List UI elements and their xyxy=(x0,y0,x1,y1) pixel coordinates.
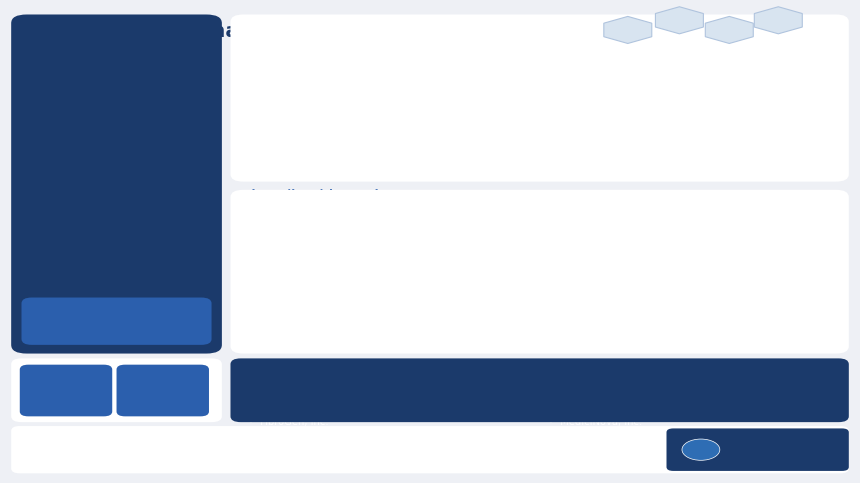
Text: Web: www.researchnester.com  |  Mob: +1 646 586 9123  |  info@researchnester.com: Web: www.researchnester.com | Mob: +1 64… xyxy=(18,440,389,449)
Text: ■ Latin America: ■ Latin America xyxy=(648,299,716,308)
Text: ■ Hospitals &
clinics: ■ Hospitals & clinics xyxy=(648,68,708,87)
Text: ◦  MediciNova, Inc.: ◦ MediciNova, Inc. xyxy=(549,417,642,427)
Text: 48.1%: 48.1% xyxy=(552,270,592,280)
Text: Connect. Lead. Accomplish.: Connect. Lead. Accomplish. xyxy=(731,455,827,460)
Text: Share (in %) by Region: Share (in %) by Region xyxy=(243,189,396,202)
Wedge shape xyxy=(558,50,627,154)
Wedge shape xyxy=(517,220,585,327)
Text: Market Size: Market Size xyxy=(77,362,156,375)
Text: The global market growth is
expected to rise due to rapidly
increasing cases of : The global market growth is expected to … xyxy=(24,51,178,133)
Text: ■ North America: ■ North America xyxy=(648,214,719,223)
Text: ◦  Cleveland Clinic: ◦ Cleveland Clinic xyxy=(248,385,340,395)
Text: Key Players in the Market: Key Players in the Market xyxy=(444,362,636,375)
Text: Market Overview: Market Overview xyxy=(19,44,137,58)
Wedge shape xyxy=(572,218,617,271)
Text: ◦  FibroGen, Inc.: ◦ FibroGen, Inc. xyxy=(248,417,329,427)
Text: ◦  Novartis: ◦ Novartis xyxy=(549,385,602,395)
Text: ◦  Cipla Inc.: ◦ Cipla Inc. xyxy=(248,401,306,411)
Text: The North America market is expected to capture a
significant share of 48.1% owi: The North America market is expected to … xyxy=(243,206,487,251)
Text: The hospitals & clinics segment is projected to dominate
with a share of 50.6% b: The hospitals & clinics segment is proje… xyxy=(243,43,507,77)
Text: USD
7.9 billion
(2037): USD 7.9 billion (2037) xyxy=(135,373,190,408)
Wedge shape xyxy=(553,217,584,271)
Text: Idiopathic Pulmonary Fibrosis Treatment: Idiopathic Pulmonary Fibrosis Treatment xyxy=(19,22,483,41)
Text: ◦  United Therapeutics: ◦ United Therapeutics xyxy=(549,401,661,411)
Text: Research Nester: Research Nester xyxy=(731,443,828,454)
Text: 50.6%: 50.6% xyxy=(554,98,594,111)
Text: Growth Driver: Growth Driver xyxy=(67,27,166,40)
Wedge shape xyxy=(572,241,627,286)
Wedge shape xyxy=(572,271,625,325)
Text: USD
3.5 billion
(2024): USD 3.5 billion (2024) xyxy=(39,373,94,408)
Text: ■ Europe: ■ Europe xyxy=(648,257,688,266)
Text: Share (in %) Segmented by End Use: Share (in %) Segmented by End Use xyxy=(243,25,482,38)
Text: ■ ASCs: ■ ASCs xyxy=(648,97,680,106)
Text: 7.1% CAGR
(2025-2037): 7.1% CAGR (2025-2037) xyxy=(69,305,164,337)
Text: ■ Asia Pacific: ■ Asia Pacific xyxy=(648,236,705,244)
Text: ■ Middle East & Africa: ■ Middle East & Africa xyxy=(648,278,742,287)
Wedge shape xyxy=(521,47,593,151)
